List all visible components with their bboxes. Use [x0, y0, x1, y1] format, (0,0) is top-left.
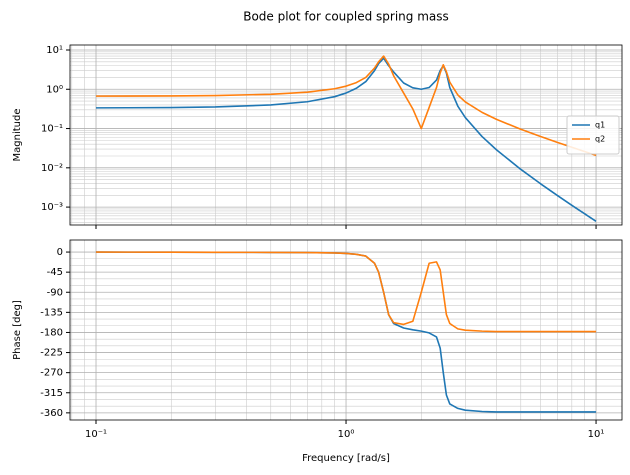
x-tick-label: 10¹ [588, 429, 605, 440]
y-tick-label: -225 [40, 348, 63, 359]
y-tick-label: 10⁻³ [41, 202, 63, 213]
line-series [96, 55, 597, 157]
y-tick-label: -135 [40, 307, 63, 318]
y-axis-label: Phase [deg] [12, 300, 23, 360]
figure-title: Bode plot for coupled spring mass [243, 10, 449, 24]
y-tick-label: 10¹ [46, 45, 63, 56]
y-tick-label: -360 [40, 408, 63, 419]
y-tick-label: 10⁰ [46, 84, 63, 95]
x-tick-label: 10⁻¹ [85, 429, 107, 440]
axes-frame [69, 44, 623, 226]
legend-label: q2 [595, 135, 605, 144]
y-tick-label: -315 [40, 388, 63, 399]
y-axis-label: Magnitude [12, 109, 23, 162]
axes-frame [69, 239, 623, 421]
y-tick-label: -270 [40, 368, 63, 379]
x-axis-label: Frequency [rad/s] [302, 453, 390, 464]
y-tick-label: -90 [47, 287, 63, 298]
line-series [96, 251, 597, 333]
line-series [96, 57, 597, 222]
y-tick-label: 10⁻² [41, 163, 63, 174]
axes: 10⁻¹ 10⁰ 10¹ 0 -45 -90 -135 -180 -225 -270 -315 -36… [12, 239, 623, 464]
y-tick-label: -180 [40, 327, 63, 338]
y-tick-label: 10⁻¹ [41, 124, 63, 135]
legend-label: q1 [595, 121, 605, 130]
legend-box [566, 115, 620, 155]
y-tick-label: 0 [57, 247, 63, 258]
y-tick-label: -45 [47, 267, 63, 278]
x-tick-label: 10⁰ [338, 429, 355, 440]
axes: 10⁻³ 10⁻² 10⁻¹ 10⁰ 10¹ Magnitude q1 q2 [12, 44, 623, 229]
legend: q1 q2 [566, 115, 620, 155]
